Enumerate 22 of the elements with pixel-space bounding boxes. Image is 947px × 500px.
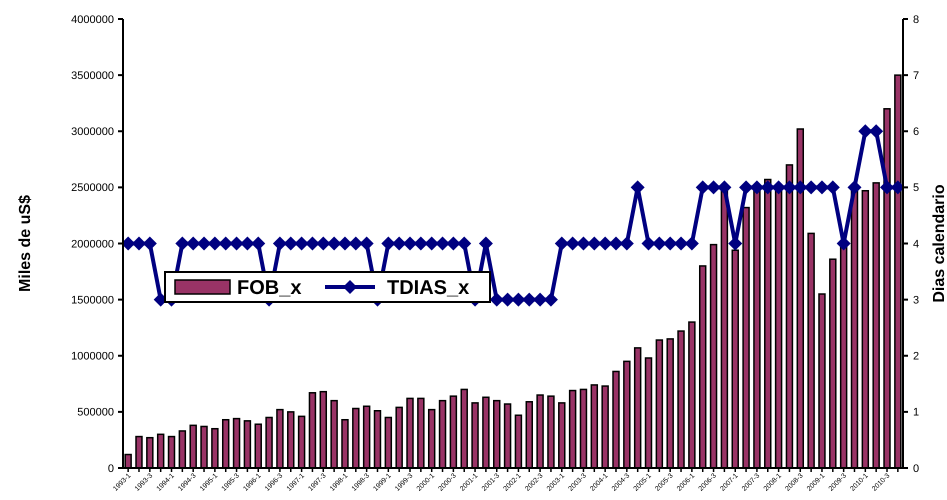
y-axis-title: Miles de uS$ — [17, 194, 34, 292]
y-tick-label: 2000000 — [71, 238, 114, 250]
y-tick-label: 2500000 — [71, 182, 114, 194]
y2-tick-label: 4 — [913, 238, 920, 250]
y-tick-label: 4000000 — [71, 14, 114, 26]
y2-tick-label: 3 — [913, 294, 920, 306]
y-tick-label: 0 — [108, 462, 114, 475]
y2-axis-title: Dias calendario — [931, 184, 947, 303]
y-tick-label: 1000000 — [71, 350, 114, 363]
y-tick-label: 3500000 — [71, 70, 114, 82]
y-tick-label: 3000000 — [71, 126, 114, 138]
y2-tick-label: 1 — [913, 406, 920, 419]
y2-tick-label: 7 — [913, 70, 920, 82]
y2-tick-label: 0 — [913, 462, 920, 475]
legend-label: TDIAS_x — [387, 277, 470, 299]
y2-tick-label: 6 — [913, 126, 920, 138]
y2-tick-label: 8 — [913, 14, 920, 26]
y2-tick-label: 5 — [913, 182, 920, 194]
y-tick-label: 1500000 — [71, 294, 114, 306]
y2-tick-label: 2 — [913, 350, 920, 363]
legend-label: FOB_x — [237, 277, 302, 299]
y-tick-label: 500000 — [77, 406, 114, 419]
